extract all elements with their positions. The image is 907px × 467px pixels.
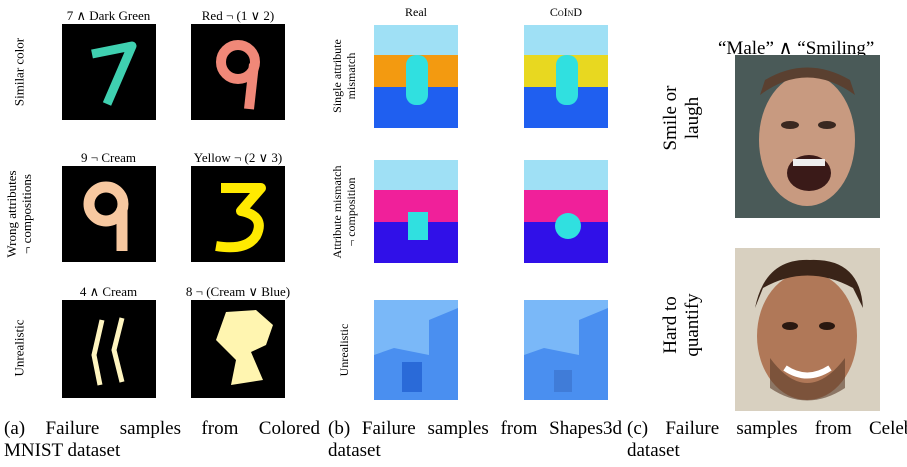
shapes3d-image [524, 300, 608, 400]
image-label: 9 ¬ Cream [81, 150, 136, 165]
mnist-image [62, 166, 156, 262]
caption: (b) Failure samples from Shapes3d datase… [328, 418, 622, 461]
label-line: laugh [682, 96, 703, 140]
label-line: Similar color [11, 37, 27, 107]
row-label: Attribute mismatch ¬ composition [330, 165, 359, 259]
mnist-image [191, 300, 285, 398]
shapes3d-image [374, 25, 458, 128]
row-label: Single attribute mismatch [330, 39, 359, 113]
label-line: Wrong attributes [4, 170, 20, 258]
mnist-image [62, 300, 156, 398]
caption: (a) Failure samples from Colored MNIST d… [4, 418, 320, 461]
face-image [735, 55, 880, 218]
shapes3d-image [524, 25, 608, 128]
label-line: Unrealistic [337, 323, 352, 377]
image-label: Red ¬ (1 ∨ 2) [201, 8, 275, 23]
shapes3d-image [374, 300, 458, 400]
image-label: 7 ∧ Dark Green [66, 8, 151, 23]
label-line: mismatch [344, 52, 358, 100]
column-label: Real [405, 5, 427, 19]
shapes3d-image [374, 160, 458, 263]
label-line: Single attribute [330, 39, 345, 113]
mnist-image [62, 24, 156, 120]
image-label: 8 ¬ (Cream ∨ Blue) [185, 284, 291, 299]
mnist-image [191, 24, 285, 120]
label-line: Attribute mismatch [330, 165, 345, 259]
shapes3d-image [524, 160, 608, 263]
image-label: Yellow ¬ (2 ∨ 3) [193, 150, 283, 165]
row-label: Wrong attributes ¬ compositions [4, 170, 35, 258]
panel-title: “Male” ∧ “Smiling” [718, 38, 875, 59]
row-label: Similar color [11, 37, 28, 107]
caption: (c) Failure samples from CelebA dataset [627, 418, 907, 461]
row-label: Smile or laugh [660, 86, 704, 151]
row-label: Unrealistic [337, 323, 352, 377]
label-line: ¬ compositions [19, 174, 34, 254]
label-line: Hard to [660, 296, 682, 354]
label-line: Smile or [660, 85, 682, 151]
label-line: quantify [682, 293, 703, 357]
image-label: 4 ∧ Cream [79, 284, 138, 299]
label-line: ¬ composition [344, 177, 358, 247]
label-line: Unrealistic [11, 319, 27, 377]
row-label: Hard to quantify [660, 293, 704, 356]
column-label: CoInD [549, 5, 583, 19]
face-image [735, 248, 880, 411]
row-label: Unrealistic [11, 319, 28, 377]
mnist-image [191, 166, 285, 262]
